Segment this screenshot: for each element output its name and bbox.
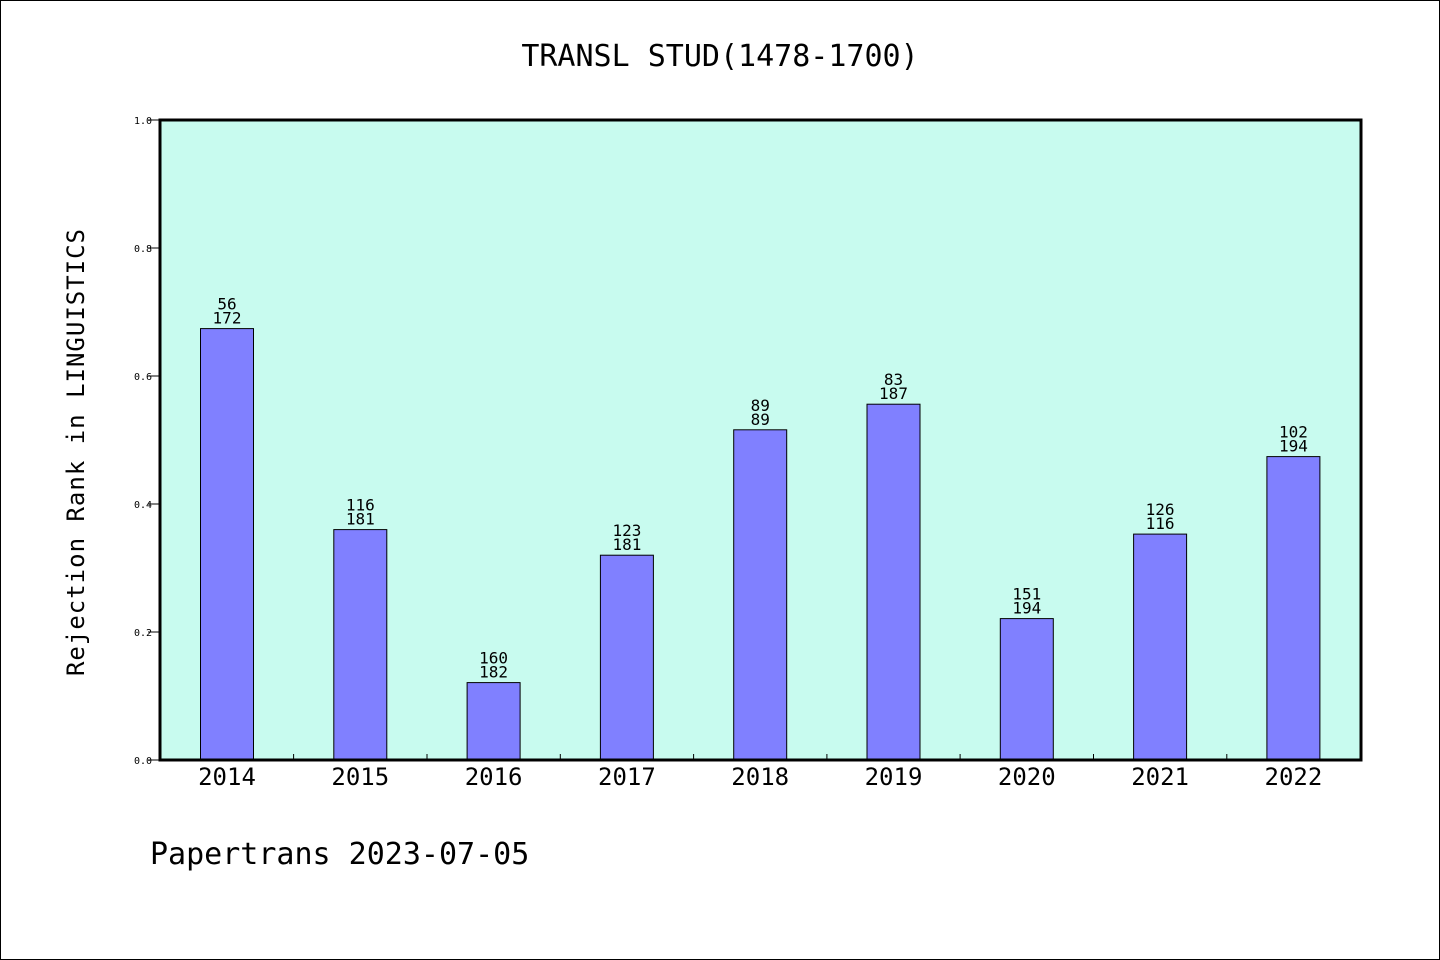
- x-axis-ticks: 2014 2015 2016 2017 2018 2019 2020 2021 2022: [198, 754, 1322, 791]
- y-tick-label: 0.0: [134, 756, 152, 767]
- bar-2019: [866, 403, 921, 761]
- bar-label-bottom: 89: [751, 410, 770, 429]
- x-tick-label: 2016: [465, 763, 523, 791]
- bar-label-top: 83: [884, 370, 903, 389]
- chart-title: TRANSL STUD(1478-1700): [521, 39, 918, 74]
- bar-labels-group: 5617211618116018212318189898318715119412…: [213, 295, 1308, 682]
- bar-label-bottom: 181: [346, 510, 375, 529]
- bar-2016: [466, 682, 521, 761]
- y-axis-label: Rejection Rank in LINGUISTICS: [62, 228, 90, 676]
- y-tick-label: 0.2: [134, 628, 152, 639]
- bar-label-bottom: 194: [1012, 599, 1041, 618]
- bars-group: [200, 328, 1321, 761]
- bar-label-bottom: 194: [1279, 437, 1308, 456]
- bar-label-bottom: 172: [213, 309, 242, 328]
- bar-label-top: 126: [1146, 500, 1175, 519]
- bar-2022: [1266, 456, 1321, 761]
- bar-label-top: 116: [346, 496, 375, 515]
- bar-label-top: 56: [217, 295, 236, 314]
- x-tick-label: 2018: [731, 763, 789, 791]
- bar-2014: [200, 328, 254, 761]
- x-tick-label: 2014: [198, 763, 256, 791]
- bar-2021: [1133, 533, 1188, 761]
- bar-label-bottom: 116: [1146, 514, 1175, 533]
- footer-text: Papertrans 2023-07-05: [150, 837, 529, 872]
- y-tick-label: 0.4: [134, 500, 152, 511]
- bar-label-bottom: 187: [879, 384, 908, 403]
- x-tick-label: 2019: [865, 763, 923, 791]
- plot-border: [158, 118, 1363, 762]
- x-tick-label: 2022: [1265, 763, 1323, 791]
- x-tick-label: 2020: [998, 763, 1056, 791]
- bar-label-bottom: 181: [612, 535, 641, 554]
- y-axis-ticks: 0.0 0.2 0.4 0.6 0.8 1.0: [134, 116, 160, 767]
- bar-label-top: 160: [479, 649, 508, 668]
- bar-2017: [599, 554, 654, 761]
- bar-2020: [999, 618, 1054, 761]
- x-tick-label: 2021: [1131, 763, 1189, 791]
- x-tick-label: 2017: [598, 763, 656, 791]
- y-tick-label: 0.6: [134, 372, 152, 383]
- bar-label-top: 123: [612, 521, 641, 540]
- y-tick-label: 1.0: [134, 116, 152, 127]
- bar-2015: [333, 529, 388, 761]
- x-tick-label: 2015: [331, 763, 389, 791]
- bar-label-top: 89: [751, 396, 770, 415]
- bar-label-top: 151: [1012, 585, 1041, 604]
- bar-label-top: 102: [1279, 423, 1308, 442]
- bar-label-bottom: 182: [479, 663, 508, 682]
- y-tick-label: 0.8: [134, 244, 152, 255]
- bar-2018: [733, 429, 788, 761]
